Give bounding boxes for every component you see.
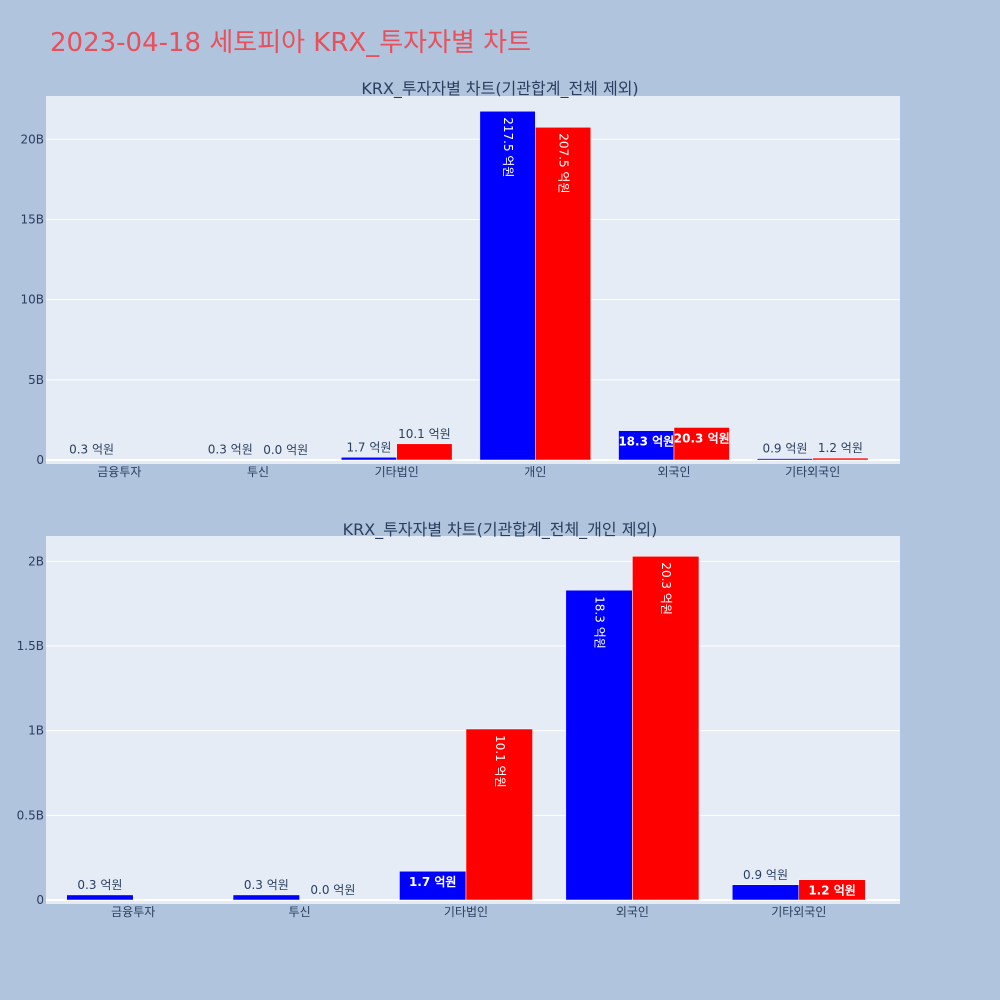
bar <box>731 884 800 901</box>
y-tick-label: 0 <box>36 893 44 907</box>
y-tick-label: 0 <box>36 453 44 467</box>
bar <box>812 457 869 461</box>
bar-label: 0.0 억원 <box>310 883 355 897</box>
bar-label: 207.5 억원 <box>557 133 571 193</box>
x-tick-label: 투신 <box>247 465 269 479</box>
bar-label: 217.5 억원 <box>501 117 515 177</box>
chart-2: 0 0.5B 1B 1.5B 2B KRX_투자자별 차트(기관합계_전체_개인 제외) 금… <box>17 520 900 919</box>
plot-area <box>46 96 900 464</box>
y-tick-label: 1B <box>28 724 44 738</box>
bar-label: 1.2 억원 <box>818 441 863 455</box>
y-tick-label: 10B <box>20 293 44 307</box>
x-tick-label: 기타외국인 <box>771 905 826 919</box>
bar-label: 0.3 억원 <box>77 878 122 892</box>
bar <box>798 879 866 901</box>
chart-title: KRX_투자자별 차트(기관합계_전체 제외) <box>361 79 638 99</box>
x-tick-label: 외국인 <box>616 905 649 919</box>
bar-label: 0.3 억원 <box>69 443 114 457</box>
bar <box>232 894 300 901</box>
y-tick-label: 5B <box>28 373 44 387</box>
x-tick-label: 기타법인 <box>444 905 488 919</box>
bar <box>535 127 592 461</box>
bar-label: 1.7 억원 <box>409 875 457 889</box>
y-tick-label: 0.5B <box>17 808 44 822</box>
x-tick-label: 기타법인 <box>375 465 419 479</box>
bar <box>465 728 533 901</box>
bar <box>340 457 397 461</box>
bar-label: 18.3 억원 <box>593 596 607 649</box>
bar-label: 10.1 억원 <box>398 427 451 441</box>
bar-label: 20.3 억원 <box>674 431 730 445</box>
bar-label: 0.3 억원 <box>244 878 289 892</box>
bar <box>673 427 730 461</box>
bar-label: 1.2 억원 <box>808 884 856 898</box>
x-tick-label: 개인 <box>524 465 546 479</box>
bar-label: 18.3 억원 <box>618 435 674 449</box>
bar-label: 10.1 억원 <box>493 735 507 788</box>
bar-label: 1.7 억원 <box>346 440 391 454</box>
x-tick-label: 기타외국인 <box>785 465 840 479</box>
page-title: 2023-04-18 세토피아 KRX_투자자별 차트 <box>50 28 532 58</box>
y-tick-label: 20B <box>20 132 44 146</box>
y-tick-label: 1.5B <box>17 639 44 653</box>
bar-label: 0.3 억원 <box>208 443 253 457</box>
x-tick-label: 투신 <box>289 905 311 919</box>
bar <box>632 556 700 901</box>
bar-label: 0.9 억원 <box>762 442 807 456</box>
y-tick-label: 2B <box>28 554 44 568</box>
bar <box>396 443 453 461</box>
x-tick-label: 금융투자 <box>111 905 155 919</box>
bar-label: 0.9 억원 <box>743 868 788 882</box>
bar-label: 0.0 억원 <box>263 443 308 457</box>
chart-title: KRX_투자자별 차트(기관합계_전체_개인 제외) <box>343 520 658 540</box>
y-tick-label: 15B <box>20 212 44 226</box>
chart-1: 0 5B 10B 15B 20B KRX_투자자별 차트(기관합계_전체 제외) 금융투자 0… <box>20 79 900 479</box>
bar <box>756 458 813 461</box>
x-tick-label: 외국인 <box>657 465 690 479</box>
bar <box>66 894 134 901</box>
bar <box>565 589 633 901</box>
bar <box>399 870 467 901</box>
bar-label: 20.3 억원 <box>659 562 673 615</box>
bar <box>479 110 536 461</box>
x-tick-label: 금융투자 <box>97 465 141 479</box>
